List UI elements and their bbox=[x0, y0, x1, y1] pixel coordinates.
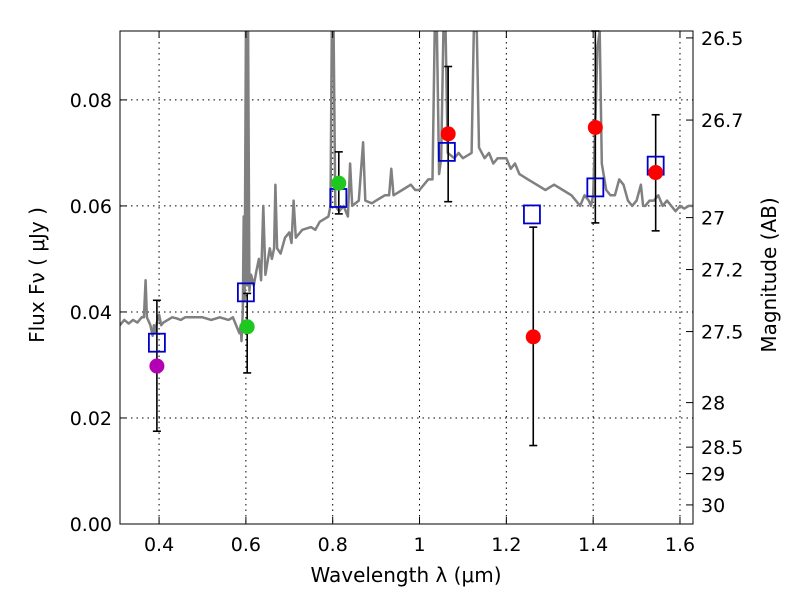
model-box-layer bbox=[147, 141, 665, 353]
observed-point bbox=[648, 165, 664, 181]
plot-frame bbox=[119, 30, 694, 525]
right-axis-title: Magnitude (AB) bbox=[757, 197, 781, 352]
right-tick-label: 27.5 bbox=[701, 322, 743, 344]
tick-marks bbox=[120, 31, 693, 525]
x-tick-label: 0.4 bbox=[144, 534, 174, 556]
right-tick-label: 26.7 bbox=[701, 110, 743, 132]
observed-point bbox=[149, 358, 165, 374]
observed-point bbox=[587, 119, 603, 135]
right-tick-label: 28.5 bbox=[701, 437, 743, 459]
errorbar-layer bbox=[152, 30, 660, 447]
model-box-marker bbox=[523, 204, 541, 225]
x-tick-label: 1.6 bbox=[665, 534, 695, 556]
observed-point-layer bbox=[149, 119, 664, 374]
right-tick-label: 26.5 bbox=[701, 28, 743, 50]
x-tick-label: 0.8 bbox=[318, 534, 348, 556]
y-tick-label: 0.02 bbox=[70, 408, 112, 430]
model-box-marker bbox=[236, 282, 255, 303]
observed-point bbox=[331, 175, 347, 191]
observed-point bbox=[525, 329, 541, 345]
right-tick-label: 29 bbox=[701, 464, 725, 486]
y-tick-label: 0.00 bbox=[70, 514, 112, 536]
x-axis-title: Wavelength λ (μm) bbox=[310, 563, 501, 587]
model-box-marker bbox=[586, 177, 605, 198]
grid-lines bbox=[120, 31, 693, 524]
spectrum-layer bbox=[120, 31, 693, 343]
right-tick-label: 27.2 bbox=[701, 260, 743, 282]
tick-labels: 0.4 0.6 0.8 1 1.2 1.4 1.6 0.00 0.02 0.04 0.06 0.08 2… bbox=[70, 28, 744, 556]
right-tick-label: 27 bbox=[701, 208, 725, 230]
observed-point bbox=[440, 126, 456, 142]
observed-point bbox=[239, 319, 255, 335]
x-tick-label: 1.2 bbox=[491, 534, 521, 556]
y-tick-label: 0.06 bbox=[70, 196, 112, 218]
right-tick-label: 28 bbox=[701, 393, 725, 415]
y-tick-label: 0.08 bbox=[70, 90, 112, 112]
spectrum-line bbox=[120, 31, 693, 343]
model-box-marker bbox=[437, 141, 456, 162]
x-tick-label: 0.6 bbox=[231, 534, 261, 556]
y-tick-label: 0.04 bbox=[70, 302, 112, 324]
y-axis-title: Flux Fν ( μJy ) bbox=[25, 207, 49, 343]
x-tick-label: 1 bbox=[413, 534, 425, 556]
model-box-marker bbox=[147, 332, 166, 353]
x-tick-label: 1.4 bbox=[578, 534, 608, 556]
right-tick-label: 30 bbox=[701, 495, 725, 517]
